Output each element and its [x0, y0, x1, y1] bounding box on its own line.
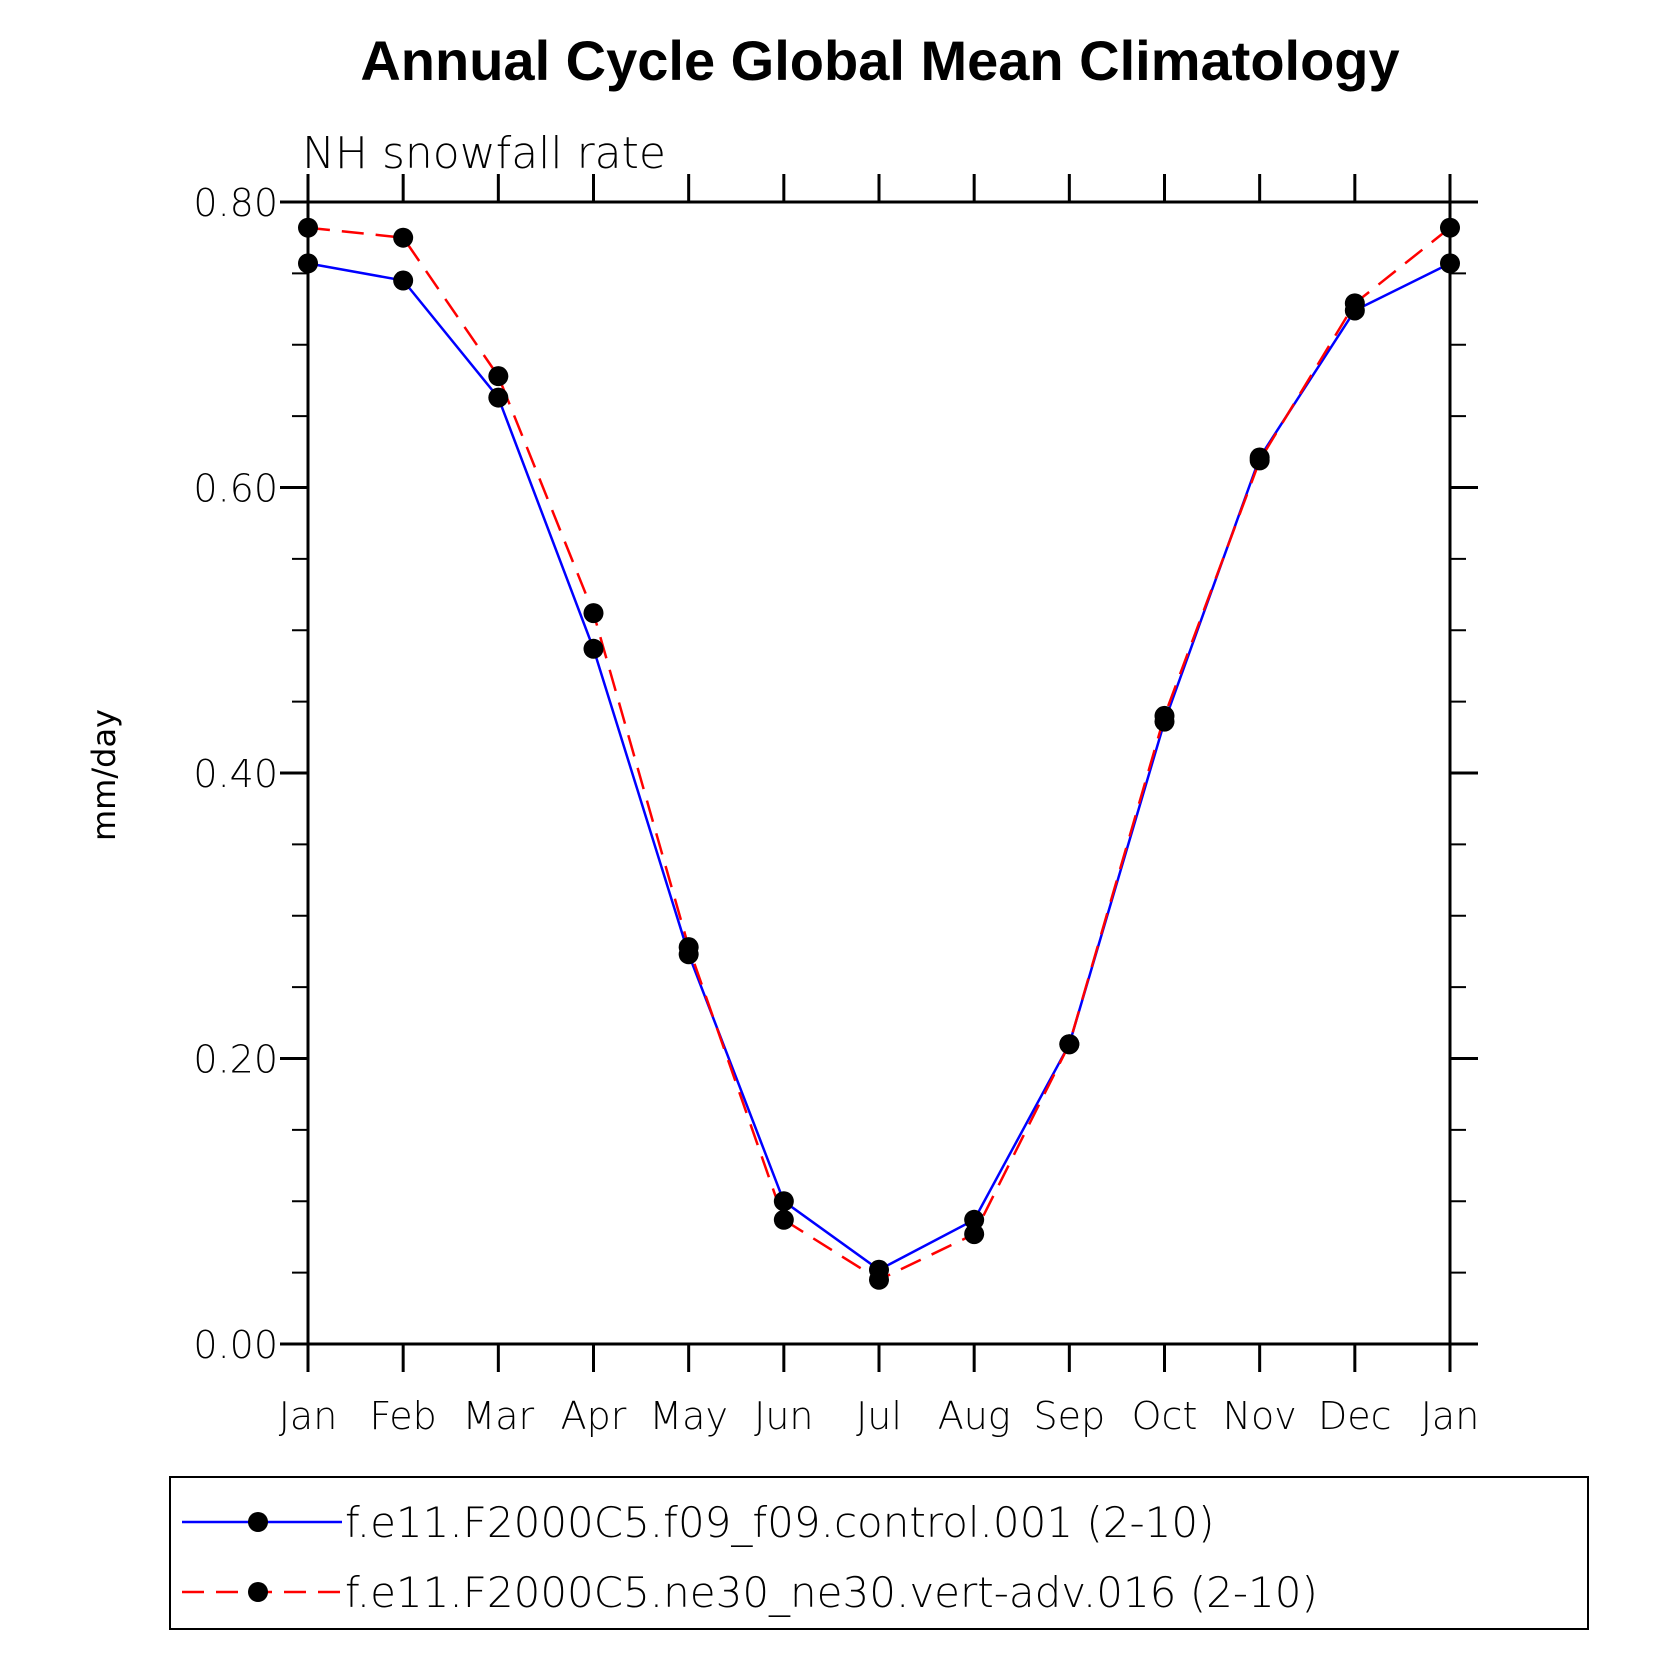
x-tick-label: Jan	[1421, 1394, 1480, 1438]
data-point-series-2	[1440, 217, 1460, 238]
data-point-series-1	[298, 253, 318, 274]
y-tick-label: 0.20	[193, 1038, 278, 1082]
data-point-series-1	[1440, 253, 1460, 274]
y-tick-label: 0.00	[193, 1323, 278, 1367]
data-point-series-2	[1154, 705, 1175, 726]
legend-label-2: f.e11.F2000C5.ne30_ne30.vert-adv.016 (2-…	[345, 1568, 1318, 1617]
data-point-series-2	[393, 227, 414, 248]
data-point-series-1	[488, 387, 509, 408]
data-point-series-2	[1059, 1034, 1080, 1055]
legend: f.e11.F2000C5.f09_f09.control.001 (2-10)…	[169, 1476, 1589, 1630]
data-point-series-2	[1249, 450, 1270, 471]
legend-label-1: f.e11.F2000C5.f09_f09.control.001 (2-10)	[345, 1498, 1215, 1547]
series-layer	[298, 217, 1460, 1290]
x-tick-label: Aug	[938, 1394, 1011, 1438]
data-point-series-1	[393, 270, 414, 291]
data-point-series-1	[583, 638, 604, 659]
legend-marker-1	[248, 1512, 268, 1532]
x-tick-label: Apr	[561, 1394, 627, 1438]
series-line-2	[307, 226, 1451, 1282]
y-axis-label: mm/day	[85, 709, 123, 841]
x-tick-label: Oct	[1132, 1394, 1198, 1438]
data-point-series-1	[773, 1191, 794, 1212]
axes: Jan Feb Mar Apr May Jun Jul Aug Sep Oct Nov Dec Jan0…	[193, 174, 1479, 1438]
series-line-1	[307, 262, 1451, 1272]
x-tick-label: Nov	[1223, 1394, 1297, 1438]
x-tick-label: Mar	[462, 1394, 534, 1438]
x-tick-label: Dec	[1318, 1394, 1392, 1438]
y-tick-label: 0.60	[193, 467, 278, 511]
data-point-series-2	[869, 1269, 889, 1290]
x-tick-label: Feb	[370, 1394, 437, 1438]
data-point-series-2	[1344, 293, 1365, 314]
data-point-series-2	[678, 937, 699, 958]
y-tick-label: 0.40	[193, 752, 278, 796]
x-tick-label: Sep	[1034, 1394, 1106, 1438]
x-tick-label: Jun	[754, 1394, 813, 1438]
chart-subtitle: NH snowfall rate	[302, 128, 666, 179]
data-point-series-2	[488, 366, 509, 387]
chart-title: Annual Cycle Global Mean Climatology	[360, 29, 1399, 92]
x-tick-label: May	[649, 1394, 728, 1438]
data-point-series-2	[773, 1209, 794, 1230]
data-point-series-2	[583, 603, 604, 624]
x-tick-label: Jul	[856, 1394, 902, 1438]
x-tick-label: Jan	[279, 1394, 338, 1438]
data-point-series-2	[298, 217, 318, 238]
data-point-series-1	[964, 1209, 985, 1230]
legend-marker-2	[248, 1582, 268, 1602]
y-tick-label: 0.80	[193, 181, 278, 225]
legend-frame	[169, 1476, 1589, 1630]
data-point-series-2	[964, 1224, 985, 1245]
